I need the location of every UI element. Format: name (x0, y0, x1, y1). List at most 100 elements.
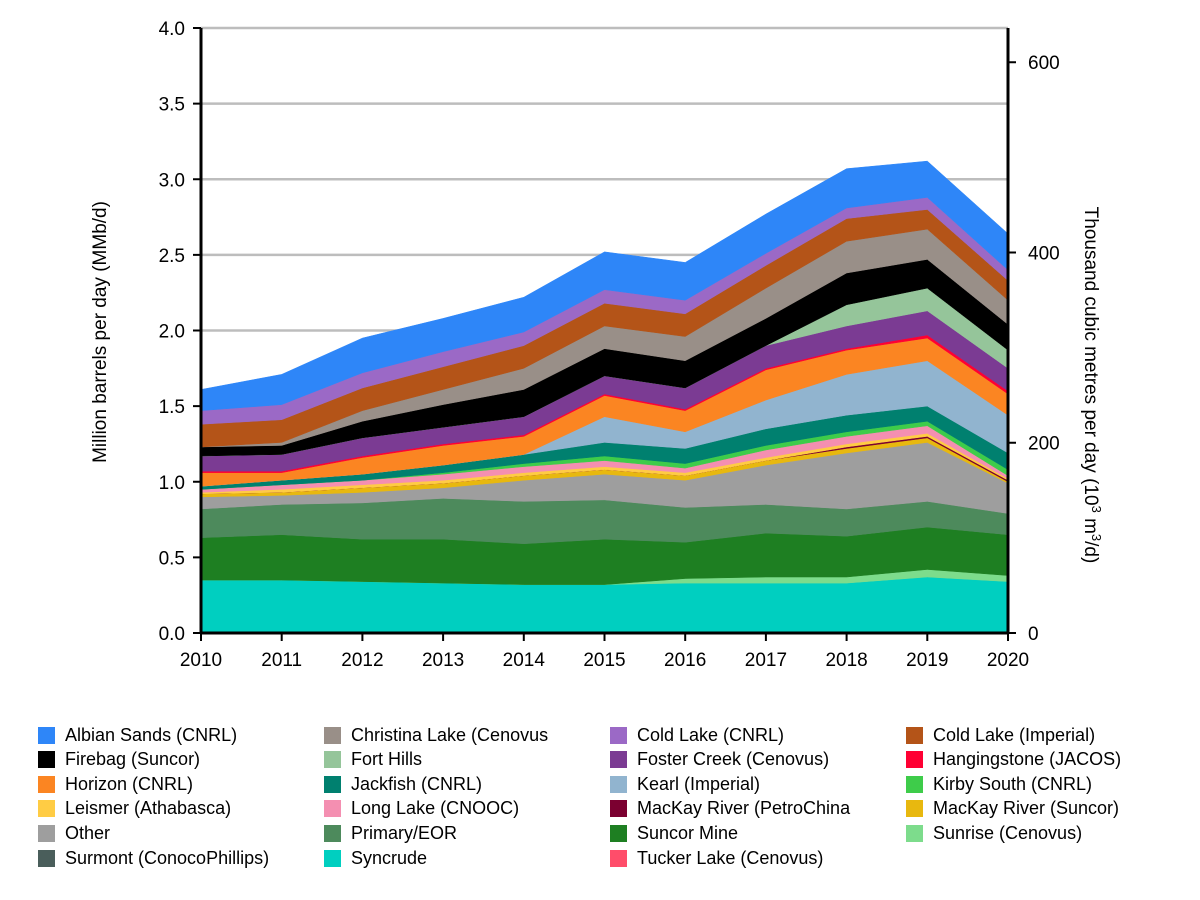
y2-tick-label: 400 (1028, 243, 1060, 264)
legend-item: Syncrude (324, 846, 427, 870)
legend-item: Hangingstone (JACOS) (906, 748, 1121, 772)
axes (193, 27, 1016, 641)
legend-label: Kirby South (CNRL) (933, 773, 1093, 794)
legend-label: Christina Lake (Cenovus (351, 724, 549, 745)
y-tick-label: 3.5 (159, 95, 185, 116)
y2-tick-label: 200 (1028, 434, 1060, 455)
legend-item: Cold Lake (CNRL) (610, 723, 784, 747)
y-tick-label: 2.0 (159, 322, 185, 343)
legend-swatch (38, 775, 55, 793)
legend-item: Horizon (CNRL) (38, 772, 193, 796)
y2-tick-label: 0 (1028, 624, 1039, 645)
legend-label: Primary/EOR (351, 822, 458, 843)
x-tick-label: 2011 (261, 650, 302, 671)
legend-item: Kirby South (CNRL) (906, 772, 1092, 796)
legend-swatch (906, 751, 923, 769)
legend-item: Surmont (ConocoPhillips) (38, 846, 269, 870)
y2-tick-label: 600 (1028, 53, 1060, 74)
tick-labels: 0.0 0.5 1.0 1.5 2.0 2.5 3.0 3.5 4.0 0 200 400 600 201… (159, 19, 1060, 671)
legend-item: Other (38, 821, 110, 845)
legend-label: Surmont (ConocoPhillips) (65, 847, 270, 868)
legend-label: Cold Lake (CNRL) (637, 724, 785, 745)
legend-item: MacKay River (PetroChina (610, 797, 850, 821)
secondary-y-axis-title: Thousand cubic metres per day (103 m3/d) (1080, 207, 1105, 564)
legend-label: Long Lake (CNOOC) (351, 798, 520, 819)
legend-label: Albian Sands (CNRL) (65, 724, 238, 745)
legend-label: Leismer (Athabasca) (65, 798, 232, 819)
legend-label: Fort Hills (351, 749, 422, 770)
x-tick-label: 2020 (987, 650, 1029, 671)
y-tick-label: 1.0 (159, 473, 185, 494)
legend-label: Kearl (Imperial) (637, 773, 761, 794)
x-tick-label: 2014 (503, 650, 546, 671)
legend-swatch (610, 751, 627, 769)
legend-label: MacKay River (PetroChina (637, 798, 851, 819)
legend-label: Cold Lake (Imperial) (933, 724, 1096, 745)
legend-swatch (38, 824, 55, 842)
legend-item: Suncor Mine (610, 821, 738, 845)
legend-item: Christina Lake (Cenovus (324, 723, 548, 747)
legend-item: Leismer (Athabasca) (38, 797, 231, 821)
legend-item: Long Lake (CNOOC) (324, 797, 519, 821)
x-tick-label: 2017 (745, 650, 787, 671)
legend-swatch (906, 775, 923, 793)
legend-label: Firebag (Suncor) (65, 749, 201, 770)
y-axis-title: Million barrels per day (MMb/d) (90, 201, 111, 463)
legend-label: Foster Creek (Cenovus) (637, 749, 830, 770)
legend-label: Other (65, 822, 111, 843)
x-tick-label: 2015 (583, 650, 625, 671)
x-tick-label: 2013 (422, 650, 464, 671)
legend-swatch (610, 726, 627, 744)
legend-label: MacKay River (Suncor) (933, 798, 1120, 819)
legend-item: Albian Sands (CNRL) (38, 723, 237, 747)
area-series-group (200, 160, 1009, 634)
legend-item: Sunrise (Cenovus) (906, 821, 1082, 845)
legend-label: Tucker Lake (Cenovus) (637, 847, 824, 868)
legend-label: Hangingstone (JACOS) (933, 749, 1122, 770)
y-tick-label: 2.5 (159, 246, 185, 267)
legend-swatch (38, 800, 55, 818)
legend-swatch (324, 824, 341, 842)
legend-swatch (324, 751, 341, 769)
legend-swatch (906, 824, 923, 842)
legend-swatch (324, 849, 341, 867)
legend-swatch (38, 726, 55, 744)
legend-swatch (324, 726, 341, 744)
stacked-area-chart: 0.0 0.5 1.0 1.5 2.0 2.5 3.0 3.5 4.0 0 200 400 600 201… (90, 19, 1105, 671)
legend-swatch (324, 800, 341, 818)
legend-item: Fort Hills (324, 748, 422, 772)
x-tick-label: 2016 (664, 650, 706, 671)
legend-item: Tucker Lake (Cenovus) (610, 846, 823, 870)
legend-label: Horizon (CNRL) (65, 773, 194, 794)
y-tick-label: 4.0 (159, 19, 185, 40)
legend-swatch (324, 775, 341, 793)
legend-item: Kearl (Imperial) (610, 772, 760, 796)
legend-item: Firebag (Suncor) (38, 748, 200, 772)
legend-swatch (38, 849, 55, 867)
legend-label: Jackfish (CNRL) (351, 773, 483, 794)
legend-swatch (610, 824, 627, 842)
legend-label: Suncor Mine (637, 822, 739, 843)
legend-item: Cold Lake (Imperial) (906, 723, 1095, 747)
legend-swatch (906, 800, 923, 818)
x-tick-label: 2010 (180, 650, 222, 671)
legend-item: MacKay River (Suncor) (906, 797, 1119, 821)
legend-item: Foster Creek (Cenovus) (610, 748, 829, 772)
legend-swatch (610, 775, 627, 793)
y-tick-label: 0.5 (159, 548, 185, 569)
x-tick-label: 2012 (341, 650, 383, 671)
legend-item: Primary/EOR (324, 821, 457, 845)
x-tick-label: 2019 (906, 650, 948, 671)
y-tick-label: 1.5 (159, 397, 185, 418)
y-tick-label: 3.0 (159, 170, 185, 191)
legend-item: Jackfish (CNRL) (324, 772, 482, 796)
legend-swatch (38, 751, 55, 769)
legend-label: Syncrude (351, 847, 428, 868)
legend-swatch (610, 849, 627, 867)
legend-swatch (610, 800, 627, 818)
x-tick-label: 2018 (825, 650, 867, 671)
legend-swatch (906, 726, 923, 744)
area-syncrude (200, 576, 1009, 634)
y-tick-label: 0.0 (159, 624, 185, 645)
legend-label: Sunrise (Cenovus) (933, 822, 1083, 843)
